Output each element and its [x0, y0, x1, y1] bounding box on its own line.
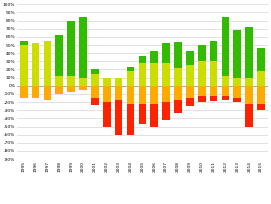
Bar: [20, 86, 28, 98]
Bar: [91, 74, 99, 86]
Bar: [67, 76, 75, 86]
Bar: [138, 57, 146, 63]
Bar: [115, 100, 122, 135]
Bar: [91, 70, 99, 74]
Bar: [79, 78, 87, 86]
Bar: [257, 86, 265, 104]
Bar: [32, 86, 39, 98]
Bar: [174, 100, 182, 113]
Bar: [257, 48, 265, 71]
Bar: [162, 102, 170, 120]
Bar: [186, 65, 194, 86]
Bar: [198, 61, 206, 86]
Bar: [222, 76, 229, 86]
Bar: [150, 104, 158, 126]
Bar: [150, 51, 158, 63]
Bar: [56, 76, 63, 86]
Bar: [127, 86, 134, 104]
Bar: [162, 86, 170, 102]
Bar: [174, 42, 182, 68]
Bar: [32, 43, 39, 86]
Bar: [198, 45, 206, 61]
Bar: [127, 104, 134, 135]
Bar: [222, 95, 229, 100]
Bar: [67, 86, 75, 92]
Bar: [186, 86, 194, 98]
Bar: [91, 98, 99, 104]
Bar: [210, 61, 217, 86]
Bar: [150, 63, 158, 86]
Bar: [245, 86, 253, 104]
Bar: [210, 41, 217, 61]
Bar: [79, 86, 87, 90]
Bar: [234, 30, 241, 78]
Bar: [174, 86, 182, 100]
Bar: [222, 17, 229, 76]
Bar: [186, 51, 194, 65]
Bar: [162, 43, 170, 63]
Bar: [138, 86, 146, 104]
Bar: [67, 21, 75, 76]
Bar: [234, 78, 241, 86]
Bar: [245, 78, 253, 86]
Bar: [103, 78, 111, 86]
Bar: [138, 104, 146, 124]
Bar: [44, 86, 51, 100]
Bar: [257, 104, 265, 110]
Bar: [210, 95, 217, 101]
Bar: [245, 104, 253, 126]
Bar: [234, 86, 241, 98]
Bar: [186, 98, 194, 106]
Bar: [79, 17, 87, 78]
Bar: [150, 86, 158, 104]
Bar: [20, 41, 28, 45]
Bar: [245, 27, 253, 78]
Bar: [174, 68, 182, 86]
Bar: [127, 71, 134, 86]
Bar: [222, 86, 229, 95]
Bar: [162, 63, 170, 86]
Bar: [198, 95, 206, 102]
Bar: [234, 98, 241, 102]
Bar: [210, 86, 217, 95]
Bar: [115, 78, 122, 86]
Bar: [56, 35, 63, 76]
Bar: [115, 86, 122, 100]
Bar: [44, 41, 51, 86]
Bar: [103, 102, 111, 126]
Bar: [198, 86, 206, 95]
Bar: [103, 86, 111, 102]
Bar: [91, 86, 99, 98]
Bar: [257, 71, 265, 86]
Bar: [138, 63, 146, 86]
Bar: [56, 86, 63, 94]
Bar: [127, 67, 134, 71]
Bar: [20, 45, 28, 86]
